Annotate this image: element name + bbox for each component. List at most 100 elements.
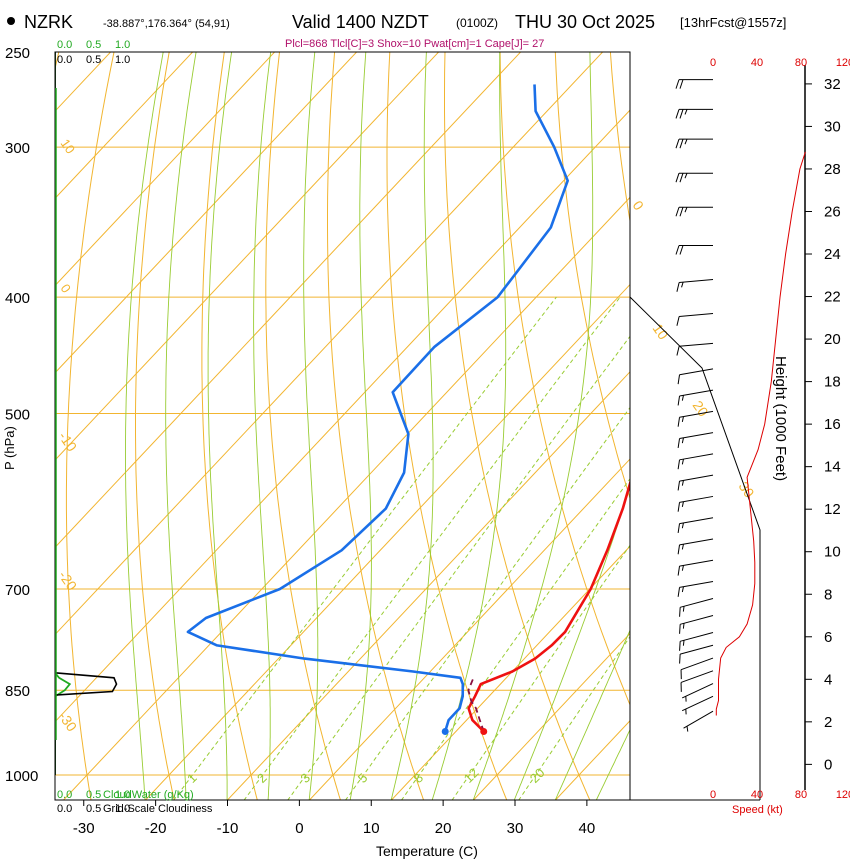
- temp-tick--20: -20: [145, 820, 167, 837]
- dry-adiabat--30: [65, 52, 115, 800]
- wind-barb-flag: [675, 139, 680, 149]
- wind-barb-staff: [679, 517, 714, 525]
- wind-barb-flag: [677, 480, 681, 491]
- wind-barb-flag: [679, 245, 684, 255]
- station-dot: [7, 17, 15, 25]
- wind-barb-7: [679, 615, 714, 634]
- wind-barb-flag: [677, 395, 681, 406]
- wind-barb-28: [675, 79, 713, 89]
- moist-adiabat-15: [431, 52, 507, 800]
- wind-barb-19: [677, 368, 714, 385]
- height-tick-14: 14: [824, 459, 841, 476]
- dry-adiabat--10: [201, 52, 258, 800]
- station-id: NZRK: [24, 12, 73, 32]
- mixing-ratio-1: [173, 296, 557, 800]
- wind-barb-flag: [676, 282, 680, 292]
- wind-barb-staff: [680, 598, 714, 608]
- wind-barb-staff: [679, 342, 714, 347]
- moist-adiabat-20: [472, 52, 594, 800]
- wind-barb-flag: [679, 207, 684, 217]
- wind-barb-half: [684, 138, 688, 145]
- cloud-scale-top-green-2: 1.0: [115, 39, 130, 51]
- wind-barb-flag: [677, 523, 681, 534]
- wind-barb-5: [679, 644, 714, 664]
- height-tick-12: 12: [824, 501, 841, 518]
- wind-barb-flag: [675, 207, 680, 217]
- isotherm--50: [55, 52, 604, 636]
- dry-adiabat-label-0: 0: [630, 198, 648, 214]
- wind-barb-23: [675, 245, 713, 255]
- wind-barb-half: [681, 459, 684, 465]
- height-tick-26: 26: [824, 203, 841, 220]
- wind-barb-half: [681, 395, 684, 401]
- wind-barb-21: [676, 313, 714, 326]
- height-tick-4: 4: [824, 671, 832, 688]
- wind-barb-1: [681, 695, 714, 715]
- wind-barb-staff: [679, 389, 714, 397]
- dry-adiabat-40: [499, 52, 630, 707]
- cloud-scale-bottom-green-2: 1.0: [115, 789, 130, 801]
- wind-barb-10: [677, 559, 714, 576]
- valid-date: THU 30 Oct 2025: [515, 12, 655, 32]
- wind-barb-4: [680, 657, 714, 680]
- wind-barb-flag: [677, 544, 681, 555]
- moist-adiabat-0: [303, 52, 319, 800]
- wind-barb-25: [675, 172, 713, 183]
- wind-barb-flag: [677, 502, 681, 512]
- profiles-layer: [186, 84, 630, 736]
- wind-barb-half: [681, 282, 684, 288]
- wind-barb-16: [677, 432, 714, 448]
- wind-barb-staff: [680, 632, 714, 642]
- wind-barb-half: [681, 480, 684, 486]
- wind-barb-half: [681, 501, 684, 508]
- height-tick-18: 18: [824, 374, 841, 391]
- wind-barb-staff: [680, 644, 714, 655]
- wind-barb-12: [677, 517, 714, 534]
- wind-barb-flag: [677, 438, 681, 448]
- dry-adiabat-0: [265, 52, 341, 800]
- wind-barb-staff: [679, 559, 714, 567]
- theta-label-left-10: 10: [58, 136, 79, 156]
- y-axis-label: P (hPa): [2, 426, 17, 470]
- wind-barb-flag: [677, 374, 681, 385]
- wind-barb-flag: [679, 79, 684, 89]
- moist-adiabat--20: [125, 52, 164, 800]
- wind-barb-24: [675, 206, 713, 217]
- height-tick-0: 0: [824, 756, 832, 773]
- wind-barb-flag: [679, 624, 681, 634]
- wind-barb-flag: [675, 173, 680, 183]
- moist-adiabat--10: [207, 52, 233, 800]
- wind-panel: 0246810121416182022242628303200404080801…: [629, 57, 850, 801]
- wind-barb-staff: [681, 683, 714, 699]
- moist-adiabat-10: [390, 52, 434, 800]
- height-tick-16: 16: [824, 416, 841, 433]
- wind-barb-staff: [679, 432, 714, 440]
- parcel-profile: [467, 677, 485, 732]
- height-tick-24: 24: [824, 246, 841, 263]
- wind-barb-staff: [679, 368, 714, 376]
- speed-tick-top-0: 0: [710, 57, 716, 69]
- wind-barb-half: [684, 207, 688, 213]
- speed-tick-bottom-120: 120: [836, 789, 850, 801]
- wind-barb-14: [677, 474, 714, 491]
- axes-layer: 250 300 400 500 700 850 1000 -30 -20 -10 0 10 20 30 40…: [5, 39, 631, 837]
- wind-barb-staff: [679, 538, 714, 546]
- isotherm--20: [144, 283, 630, 800]
- wind-barb-2: [681, 683, 714, 702]
- wind-barb-0: [683, 710, 714, 732]
- isotherm--30: [62, 196, 630, 800]
- moist-adiabat--15: [165, 52, 197, 800]
- wind-barb-9: [677, 580, 714, 597]
- wind-barb-half: [681, 565, 684, 571]
- height-tick-20: 20: [824, 331, 841, 348]
- wind-barb-half: [682, 606, 685, 612]
- pressure-tick-300: 300: [5, 140, 30, 157]
- wind-barb-staff: [679, 474, 714, 482]
- surface-dewpoint-marker: [441, 728, 449, 736]
- pressure-tick-500: 500: [5, 407, 30, 424]
- wind-barb-staff: [679, 495, 714, 503]
- wind-barb-15: [677, 453, 714, 470]
- wind-barb-3: [680, 670, 714, 692]
- wind-barb-flag: [675, 79, 680, 89]
- wind-barb-flag: [679, 109, 684, 119]
